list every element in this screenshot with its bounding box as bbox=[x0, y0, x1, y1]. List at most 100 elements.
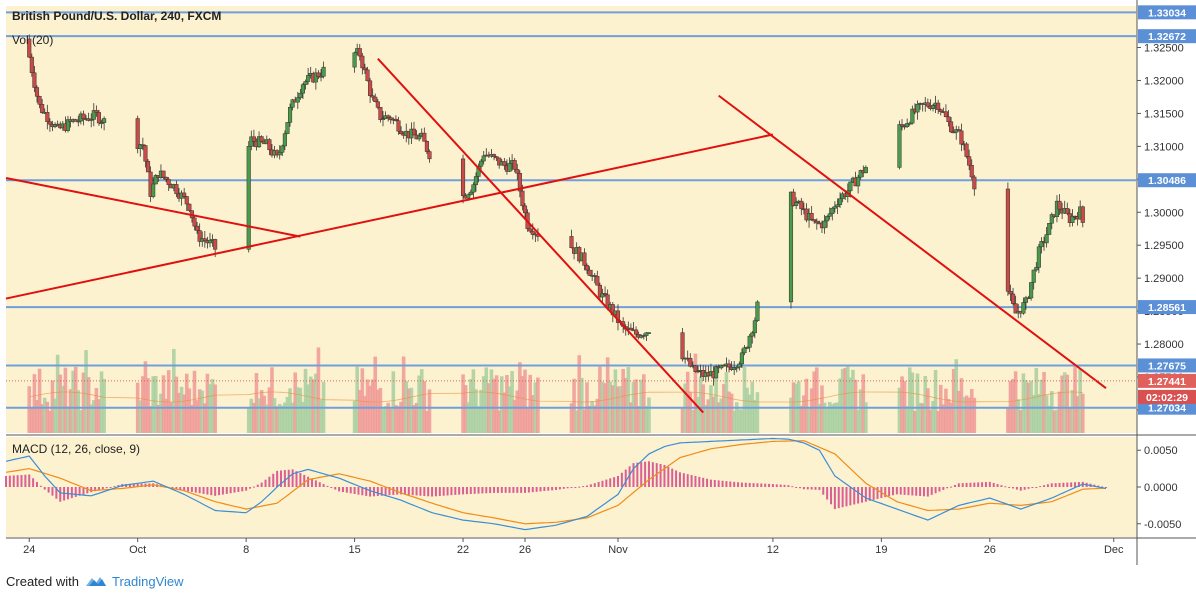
volume-bar bbox=[626, 367, 631, 433]
candle-body bbox=[140, 144, 145, 146]
candle-body bbox=[143, 145, 148, 162]
macd-histogram-bar bbox=[415, 487, 418, 496]
volume-bar bbox=[298, 387, 303, 433]
macd-histogram-bar bbox=[938, 487, 941, 492]
candle-body bbox=[393, 118, 398, 121]
macd-histogram-bar bbox=[70, 487, 73, 499]
candle-body bbox=[174, 184, 179, 195]
volume-bar bbox=[972, 397, 977, 433]
volume-bar bbox=[923, 375, 928, 433]
volume-bar bbox=[156, 404, 161, 433]
macd-histogram-bar bbox=[322, 484, 325, 487]
volume-bar bbox=[164, 398, 168, 433]
trend-line bbox=[377, 58, 704, 414]
macd-tick-label: 0.0000 bbox=[1144, 482, 1178, 494]
macd-histogram-bar bbox=[822, 487, 825, 495]
volume-bar bbox=[711, 396, 716, 433]
macd-histogram-bar bbox=[752, 483, 755, 487]
candle-body bbox=[73, 119, 78, 122]
candle-body bbox=[1049, 214, 1054, 224]
candle-body bbox=[569, 236, 574, 248]
chart-canvas: 1.325001.320001.315001.310001.305001.300… bbox=[5, 0, 1196, 565]
volume-bar bbox=[270, 367, 274, 433]
macd-histogram-bar bbox=[349, 487, 352, 494]
macd-histogram-bar bbox=[51, 487, 54, 496]
volume-bar bbox=[249, 398, 254, 433]
volume-bar bbox=[262, 395, 267, 433]
volume-bar bbox=[714, 369, 718, 433]
volume-bar bbox=[246, 407, 251, 433]
volume-bar bbox=[830, 404, 835, 433]
macd-histogram-bar bbox=[690, 475, 693, 487]
volume-bar bbox=[737, 409, 742, 433]
macd-histogram-bar bbox=[113, 486, 116, 488]
macd-histogram-bar bbox=[547, 487, 550, 491]
macd-histogram-bar bbox=[341, 487, 344, 493]
volume-bar bbox=[381, 407, 385, 433]
macd-histogram-bar bbox=[1070, 482, 1073, 487]
candle-body bbox=[972, 176, 977, 190]
macd-histogram-bar bbox=[427, 487, 430, 497]
candle-body bbox=[422, 132, 427, 142]
macd-histogram-bar bbox=[915, 487, 918, 496]
volume-bar bbox=[1034, 367, 1039, 433]
volume-bar bbox=[45, 401, 50, 433]
macd-histogram-bar bbox=[578, 486, 581, 488]
macd-histogram-bar bbox=[256, 484, 259, 487]
candle-body bbox=[827, 213, 832, 217]
level-price-badge-bg bbox=[1138, 29, 1196, 44]
volume-bar bbox=[897, 387, 902, 433]
volume-bar bbox=[915, 373, 920, 433]
volume-bar bbox=[703, 404, 708, 433]
macd-histogram-bar bbox=[1008, 487, 1011, 488]
candle-body bbox=[411, 128, 417, 136]
volume-bar bbox=[812, 371, 817, 433]
price-tick-label: 1.28000 bbox=[1144, 339, 1184, 351]
volume-bar bbox=[419, 369, 424, 433]
candle-body bbox=[135, 118, 140, 149]
tradingview-link[interactable]: TradingView bbox=[85, 574, 184, 589]
macd-histogram-bar bbox=[585, 485, 588, 487]
macd-histogram-bar bbox=[376, 487, 379, 497]
macd-histogram-bar bbox=[957, 483, 960, 487]
macd-histogram-bar bbox=[485, 487, 488, 494]
macd-signal-line bbox=[5, 440, 1107, 525]
macd-histogram-bar bbox=[601, 480, 604, 487]
macd-histogram-bar bbox=[667, 466, 670, 487]
macd-histogram-bar bbox=[942, 487, 945, 490]
macd-histogram-bar bbox=[922, 487, 925, 497]
volume-bar bbox=[319, 399, 323, 433]
volume-bar bbox=[265, 404, 269, 433]
macd-histogram-bar bbox=[24, 474, 27, 487]
volume-bar bbox=[592, 405, 597, 433]
volume-bar bbox=[357, 389, 362, 433]
volume-bar bbox=[843, 367, 848, 433]
trend-line bbox=[718, 94, 1107, 389]
candle-body bbox=[905, 123, 910, 127]
macd-histogram-bar bbox=[628, 466, 631, 487]
macd-histogram-bar bbox=[771, 484, 774, 487]
macd-histogram-bar bbox=[361, 487, 364, 496]
candle-body bbox=[164, 176, 169, 180]
macd-histogram-bar bbox=[280, 470, 283, 487]
volume-bar bbox=[523, 369, 527, 433]
volume-bar bbox=[360, 368, 365, 433]
macd-histogram-bar bbox=[28, 474, 31, 487]
macd-histogram-bar bbox=[291, 469, 294, 487]
macd-histogram-bar bbox=[357, 487, 360, 495]
volume-bar bbox=[200, 390, 205, 433]
volume-bar bbox=[86, 377, 91, 433]
volume-bar bbox=[494, 375, 499, 433]
price-tick-label: 1.30000 bbox=[1144, 207, 1184, 219]
price-tick-label: 1.32000 bbox=[1144, 75, 1184, 87]
candle-body bbox=[856, 176, 861, 187]
volume-bar bbox=[365, 379, 370, 433]
macd-histogram-bar bbox=[787, 485, 790, 487]
macd-histogram-bar bbox=[682, 473, 685, 487]
candle-body bbox=[507, 163, 512, 172]
candle-body bbox=[646, 332, 652, 334]
trend-lines bbox=[5, 58, 1107, 414]
volume-bar bbox=[84, 350, 88, 433]
macd-histogram-bar bbox=[276, 470, 279, 487]
volume-bar bbox=[394, 405, 398, 433]
